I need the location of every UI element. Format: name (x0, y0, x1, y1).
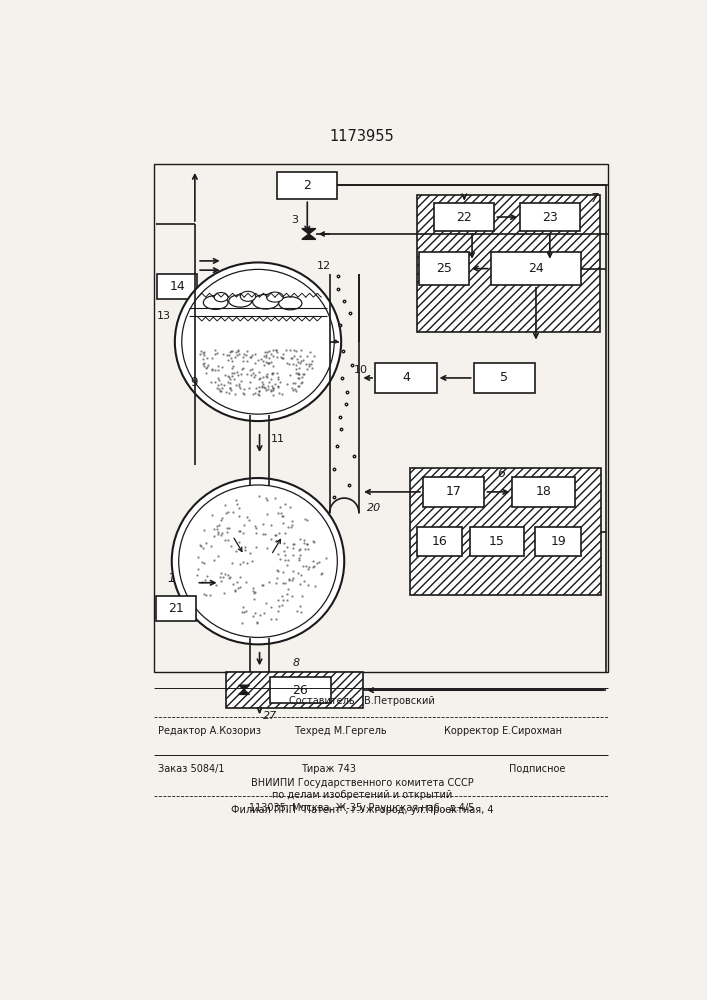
Bar (375, 363, 437, 393)
Polygon shape (302, 234, 316, 239)
Bar (520, 203, 580, 231)
Polygon shape (239, 685, 250, 690)
Text: 113035, Москва, Ж-35, Раушская наб., д.4/5: 113035, Москва, Ж-35, Раушская наб., д.4… (250, 803, 474, 813)
Bar (469, 527, 524, 556)
Polygon shape (239, 690, 250, 694)
Text: 3: 3 (291, 215, 298, 225)
Bar (419, 252, 469, 285)
Bar (157, 274, 197, 299)
Text: Тираж 743: Тираж 743 (301, 764, 356, 774)
Bar (512, 477, 575, 507)
Text: 19: 19 (551, 535, 566, 548)
Text: 6: 6 (498, 467, 506, 480)
Ellipse shape (204, 296, 228, 309)
Text: Редактор А.Козориз: Редактор А.Козориз (158, 726, 261, 736)
Bar (491, 252, 581, 285)
Ellipse shape (229, 295, 252, 307)
Text: Филиал ППП "Патент", г.Ужгород, ул.Проектная, 4: Филиал ППП "Патент", г.Ужгород, ул.Проек… (230, 805, 493, 815)
Text: 15: 15 (489, 535, 505, 548)
Text: 13: 13 (157, 311, 171, 321)
Text: по делам изобретений и открытий: по делам изобретений и открытий (271, 790, 452, 800)
Text: 7: 7 (590, 192, 599, 205)
Text: 4: 4 (402, 371, 410, 384)
Text: 8: 8 (293, 658, 300, 668)
Text: 26: 26 (293, 684, 308, 697)
Bar (269, 677, 331, 703)
Text: 20: 20 (368, 503, 382, 513)
Text: 11: 11 (271, 434, 285, 444)
Text: 16: 16 (432, 535, 448, 548)
Text: 5: 5 (501, 371, 508, 384)
Text: 1173955: 1173955 (329, 129, 395, 144)
Text: 23: 23 (542, 211, 558, 224)
Ellipse shape (175, 262, 341, 421)
Text: 22: 22 (457, 211, 472, 224)
Bar (156, 596, 197, 621)
Text: Составитель   В.Петровский: Составитель В.Петровский (289, 696, 435, 706)
Text: ВНИИПИ Государственного комитета СССР: ВНИИПИ Государственного комитета СССР (250, 778, 473, 788)
Ellipse shape (252, 294, 279, 309)
Text: 9: 9 (190, 376, 198, 389)
Text: 17: 17 (445, 485, 462, 498)
Ellipse shape (267, 292, 284, 302)
Text: Техред М.Гергель: Техред М.Гергель (294, 726, 387, 736)
Text: Подписное: Подписное (508, 764, 565, 774)
Text: 25: 25 (436, 262, 452, 275)
Bar (474, 363, 535, 393)
Bar (409, 468, 601, 595)
Text: 27: 27 (264, 711, 278, 721)
Text: 18: 18 (536, 485, 551, 498)
Bar (434, 203, 494, 231)
Ellipse shape (214, 292, 228, 302)
Polygon shape (302, 229, 316, 234)
Text: 24: 24 (528, 262, 544, 275)
Bar (535, 527, 581, 556)
Ellipse shape (172, 478, 344, 644)
Text: 1: 1 (167, 572, 175, 585)
Text: 14: 14 (169, 280, 185, 293)
Ellipse shape (279, 297, 302, 310)
Text: 10: 10 (354, 365, 368, 375)
Text: 12: 12 (317, 261, 332, 271)
Bar (277, 172, 337, 199)
Text: Заказ 5084/1: Заказ 5084/1 (158, 764, 224, 774)
Text: 21: 21 (168, 602, 185, 615)
Text: Корректор Е.Сирохман: Корректор Е.Сирохман (444, 726, 562, 736)
Bar (154, 164, 607, 672)
Text: 2: 2 (303, 179, 311, 192)
Bar (417, 527, 462, 556)
Bar (226, 672, 363, 708)
Bar (417, 195, 600, 332)
Bar (423, 477, 484, 507)
Ellipse shape (240, 291, 256, 301)
